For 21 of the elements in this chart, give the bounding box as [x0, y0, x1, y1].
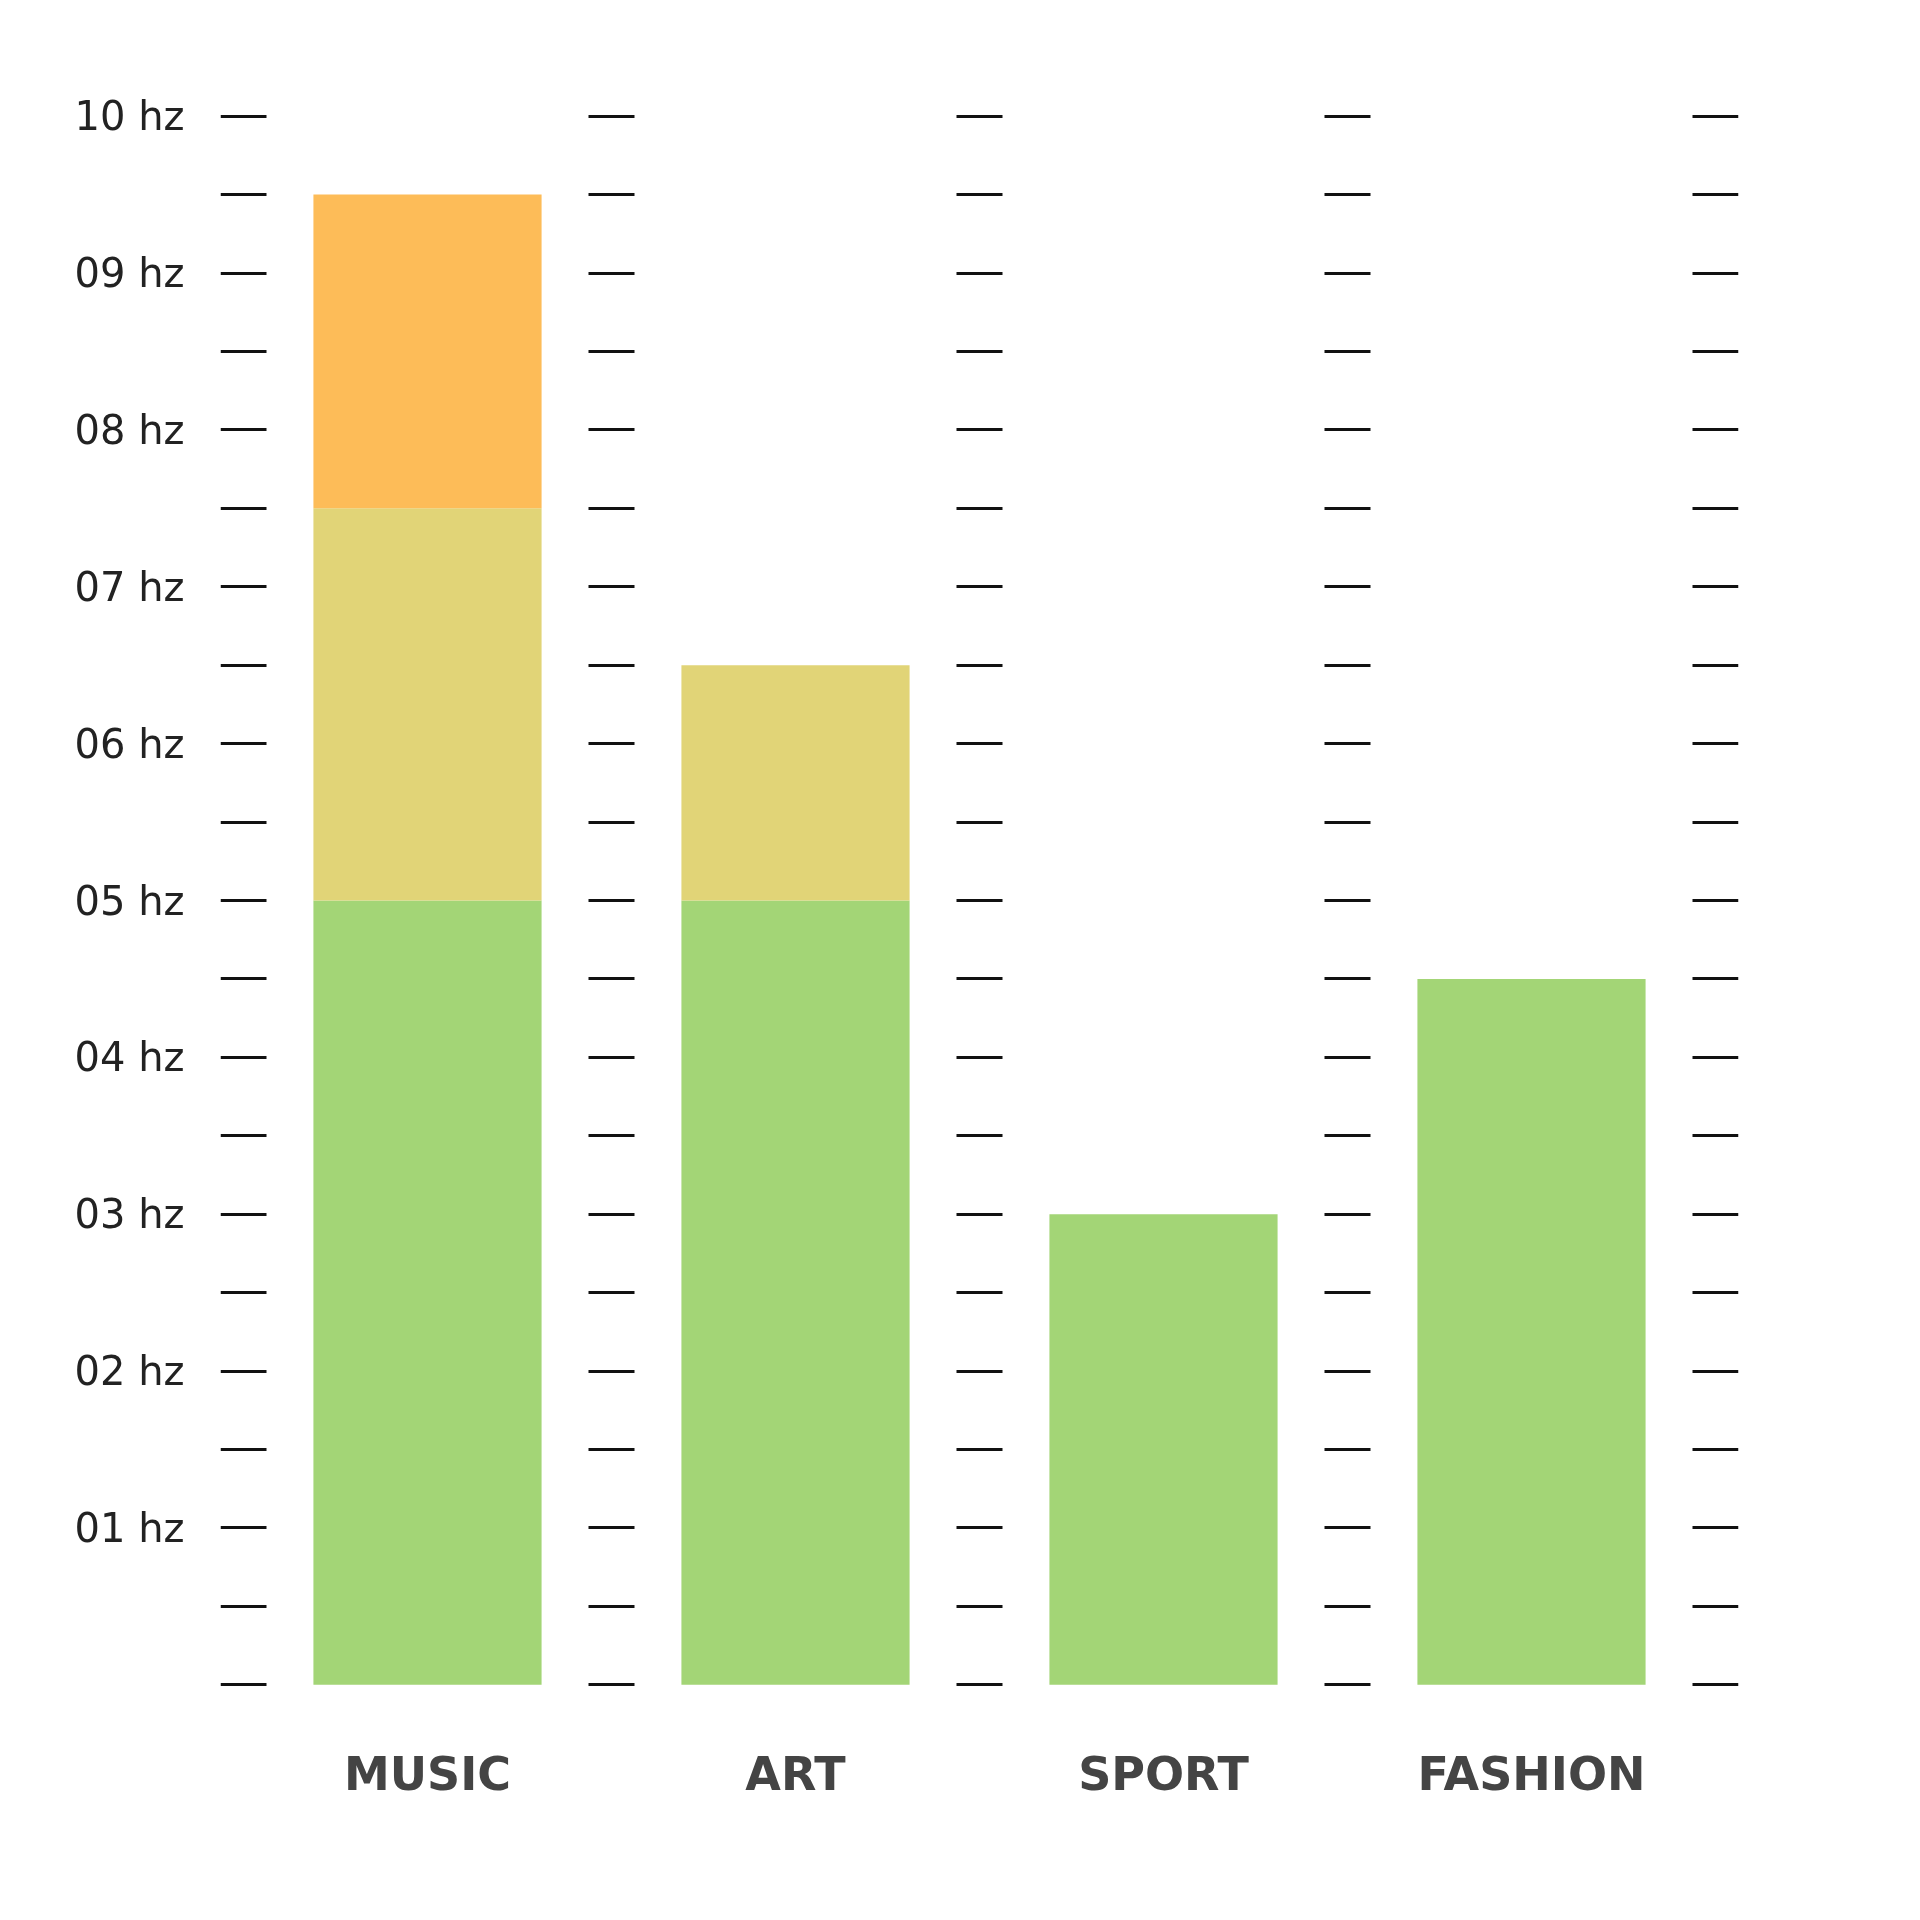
bar: [681, 900, 910, 1685]
y-tick-label: 01 hz: [74, 1504, 185, 1551]
x-tick-label: FASHION: [1417, 1746, 1646, 1801]
y-tick-label: 08 hz: [74, 406, 185, 453]
y-tick-label: 05 hz: [74, 877, 185, 924]
y-tick-label: 10 hz: [74, 93, 185, 140]
x-tick-label: MUSIC: [343, 1746, 512, 1801]
bar: [313, 508, 542, 901]
bar: [313, 900, 542, 1685]
bar: [313, 194, 542, 509]
x-tick-label: SPORT: [1078, 1746, 1250, 1801]
y-tick-label: 06 hz: [74, 720, 185, 767]
bar: [681, 665, 910, 901]
y-tick-label: 04 hz: [74, 1034, 185, 1081]
bar: [1417, 978, 1646, 1685]
y-tick-label: 03 hz: [74, 1191, 185, 1238]
bar: [1049, 1214, 1278, 1685]
y-tick-label: 09 hz: [74, 250, 185, 297]
y-tick-label: 07 hz: [74, 563, 185, 610]
y-tick-label: 02 hz: [74, 1348, 185, 1395]
x-tick-label: ART: [745, 1746, 847, 1801]
